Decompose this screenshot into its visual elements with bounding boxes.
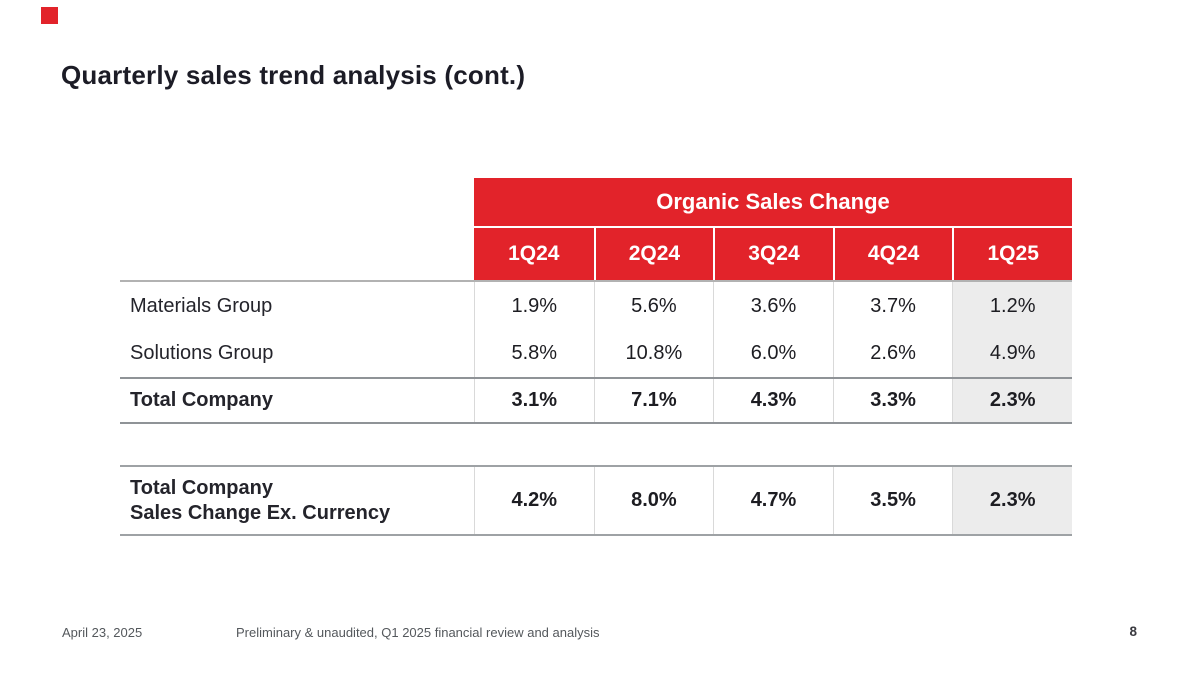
value-cell: 1.9%: [474, 282, 594, 330]
value-cell: 3.3%: [832, 379, 953, 422]
quarter-header-row: 1Q24 2Q24 3Q24 4Q24 1Q25: [474, 228, 1072, 280]
column-header-3q24: 3Q24: [713, 228, 833, 280]
row-label: Materials Group: [130, 294, 273, 317]
row-label-line1: Total Company: [130, 476, 273, 499]
value-cell: 4.3%: [713, 379, 833, 422]
footer-date: April 23, 2025: [62, 625, 143, 640]
value-cell: 4.7%: [713, 467, 833, 534]
table-row-materials-group: Materials Group 1.9% 5.6% 3.6% 3.7% 1.2%: [120, 282, 1072, 330]
table-row-solutions-group: Solutions Group 5.8% 10.8% 6.0% 2.6% 4.9…: [120, 330, 1072, 377]
row-label: Total Company Sales Change Ex. Currency: [120, 467, 474, 534]
value-cell: 8.0%: [593, 467, 714, 534]
value-cell: 3.5%: [832, 467, 953, 534]
value-cell: 3.7%: [832, 282, 953, 330]
column-header-1q24: 1Q24: [474, 228, 594, 280]
value-cell: 4.2%: [474, 467, 594, 534]
column-header-1q25: 1Q25: [952, 228, 1072, 280]
column-header-2q24: 2Q24: [593, 228, 714, 280]
row-label: Total Company: [130, 389, 273, 411]
organic-sales-banner: Organic Sales Change: [474, 178, 1072, 226]
organic-sales-table: Organic Sales Change 1Q24 2Q24 3Q24 4Q24…: [120, 178, 1072, 424]
value-cell: 7.1%: [593, 379, 714, 422]
ex-currency-table: Total Company Sales Change Ex. Currency …: [120, 465, 1072, 536]
brand-logo-mark: [41, 7, 58, 24]
column-header-4q24: 4Q24: [832, 228, 953, 280]
slide-title: Quarterly sales trend analysis (cont.): [61, 60, 526, 90]
value-cell: 6.0%: [713, 330, 833, 377]
value-cell: 3.1%: [474, 379, 594, 422]
value-cell: 5.6%: [593, 282, 714, 330]
value-cell-highlighted: 2.3%: [952, 379, 1072, 422]
value-cell: 5.8%: [474, 330, 594, 377]
footer-note: Preliminary & unaudited, Q1 2025 financi…: [236, 625, 600, 640]
value-cell-highlighted: 1.2%: [952, 282, 1072, 330]
value-cell: 2.6%: [832, 330, 953, 377]
row-label: Solutions Group: [130, 342, 274, 364]
table-row-total-company: Total Company 3.1% 7.1% 4.3% 3.3% 2.3%: [120, 377, 1072, 422]
value-cell: 3.6%: [713, 282, 833, 330]
value-cell-highlighted: 4.9%: [952, 330, 1072, 377]
page-number: 8: [1129, 624, 1137, 639]
table-body: Materials Group 1.9% 5.6% 3.6% 3.7% 1.2%…: [120, 280, 1072, 424]
value-cell: 10.8%: [593, 330, 714, 377]
row-label-line2: Sales Change Ex. Currency: [130, 501, 391, 524]
table-row-ex-currency: Total Company Sales Change Ex. Currency …: [120, 467, 1072, 534]
value-cell-highlighted: 2.3%: [952, 467, 1072, 534]
